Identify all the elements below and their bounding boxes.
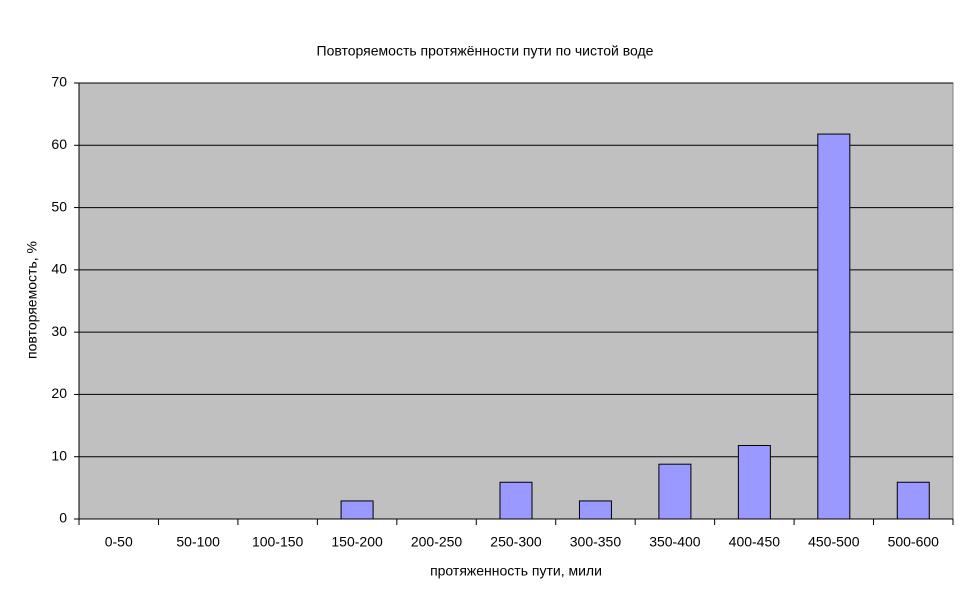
bar — [658, 463, 692, 520]
bar — [737, 445, 771, 520]
x-tick-label: 150-200 — [331, 534, 383, 550]
bar — [499, 481, 533, 520]
y-tick-label: 10 — [51, 447, 67, 463]
x-tick-label: 450-500 — [808, 534, 860, 550]
x-tick-label: 400-450 — [729, 534, 781, 550]
x-tick-label: 100-150 — [252, 534, 304, 550]
chart-title: Повторяемость протяжённости пути по чист… — [317, 43, 654, 59]
y-tick-label: 30 — [51, 323, 67, 339]
x-tick-label: 250-300 — [490, 534, 542, 550]
plot-area — [78, 82, 954, 520]
x-tick-label: 200-250 — [411, 534, 463, 550]
x-tick-label: 0-50 — [105, 534, 133, 550]
y-tick-label: 60 — [51, 136, 67, 152]
y-axis-label: повторяемость, % — [24, 241, 40, 359]
y-tick-label: 70 — [51, 74, 67, 90]
y-tick-label: 0 — [59, 510, 67, 526]
y-tick-label: 50 — [51, 198, 67, 214]
bar — [340, 500, 374, 520]
x-tick-label: 500-600 — [888, 534, 940, 550]
y-tick-label: 40 — [51, 261, 67, 277]
x-tick-label: 50-100 — [176, 534, 220, 550]
x-tick-label: 350-400 — [649, 534, 701, 550]
bar — [578, 500, 612, 520]
bar — [896, 481, 930, 520]
y-tick-label: 20 — [51, 385, 67, 401]
x-tick-label: 300-350 — [570, 534, 622, 550]
x-axis-label: протяженность пути, мили — [430, 563, 602, 579]
bar — [817, 133, 851, 520]
